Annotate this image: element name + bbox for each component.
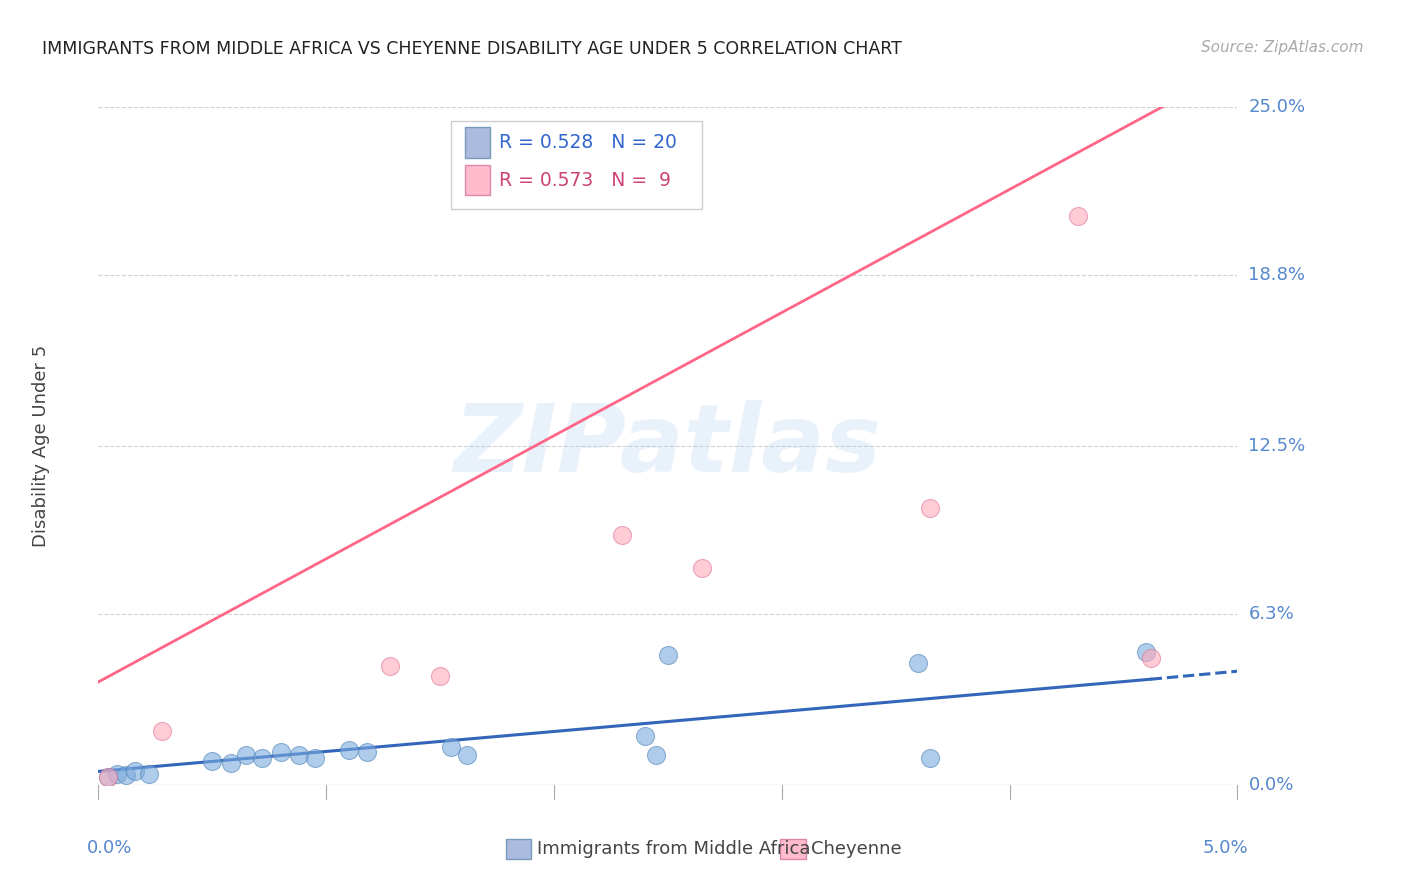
Text: 25.0%: 25.0% xyxy=(1249,98,1306,116)
Text: 12.5%: 12.5% xyxy=(1249,437,1306,455)
FancyBboxPatch shape xyxy=(465,128,491,158)
Text: Source: ZipAtlas.com: Source: ZipAtlas.com xyxy=(1201,40,1364,55)
Text: Cheyenne: Cheyenne xyxy=(811,840,901,858)
Text: Immigrants from Middle Africa: Immigrants from Middle Africa xyxy=(537,840,811,858)
Text: R = 0.528   N = 20: R = 0.528 N = 20 xyxy=(499,134,678,153)
Text: ZIPatlas: ZIPatlas xyxy=(454,400,882,492)
Text: 18.8%: 18.8% xyxy=(1249,266,1305,285)
FancyBboxPatch shape xyxy=(451,120,702,209)
FancyBboxPatch shape xyxy=(465,165,491,195)
Text: Disability Age Under 5: Disability Age Under 5 xyxy=(32,345,51,547)
Text: 0.0%: 0.0% xyxy=(87,839,132,857)
Text: IMMIGRANTS FROM MIDDLE AFRICA VS CHEYENNE DISABILITY AGE UNDER 5 CORRELATION CHA: IMMIGRANTS FROM MIDDLE AFRICA VS CHEYENN… xyxy=(42,40,903,58)
Text: 5.0%: 5.0% xyxy=(1204,839,1249,857)
Text: 6.3%: 6.3% xyxy=(1249,605,1294,624)
Text: 0.0%: 0.0% xyxy=(1249,776,1294,794)
Text: R = 0.573   N =  9: R = 0.573 N = 9 xyxy=(499,170,671,190)
